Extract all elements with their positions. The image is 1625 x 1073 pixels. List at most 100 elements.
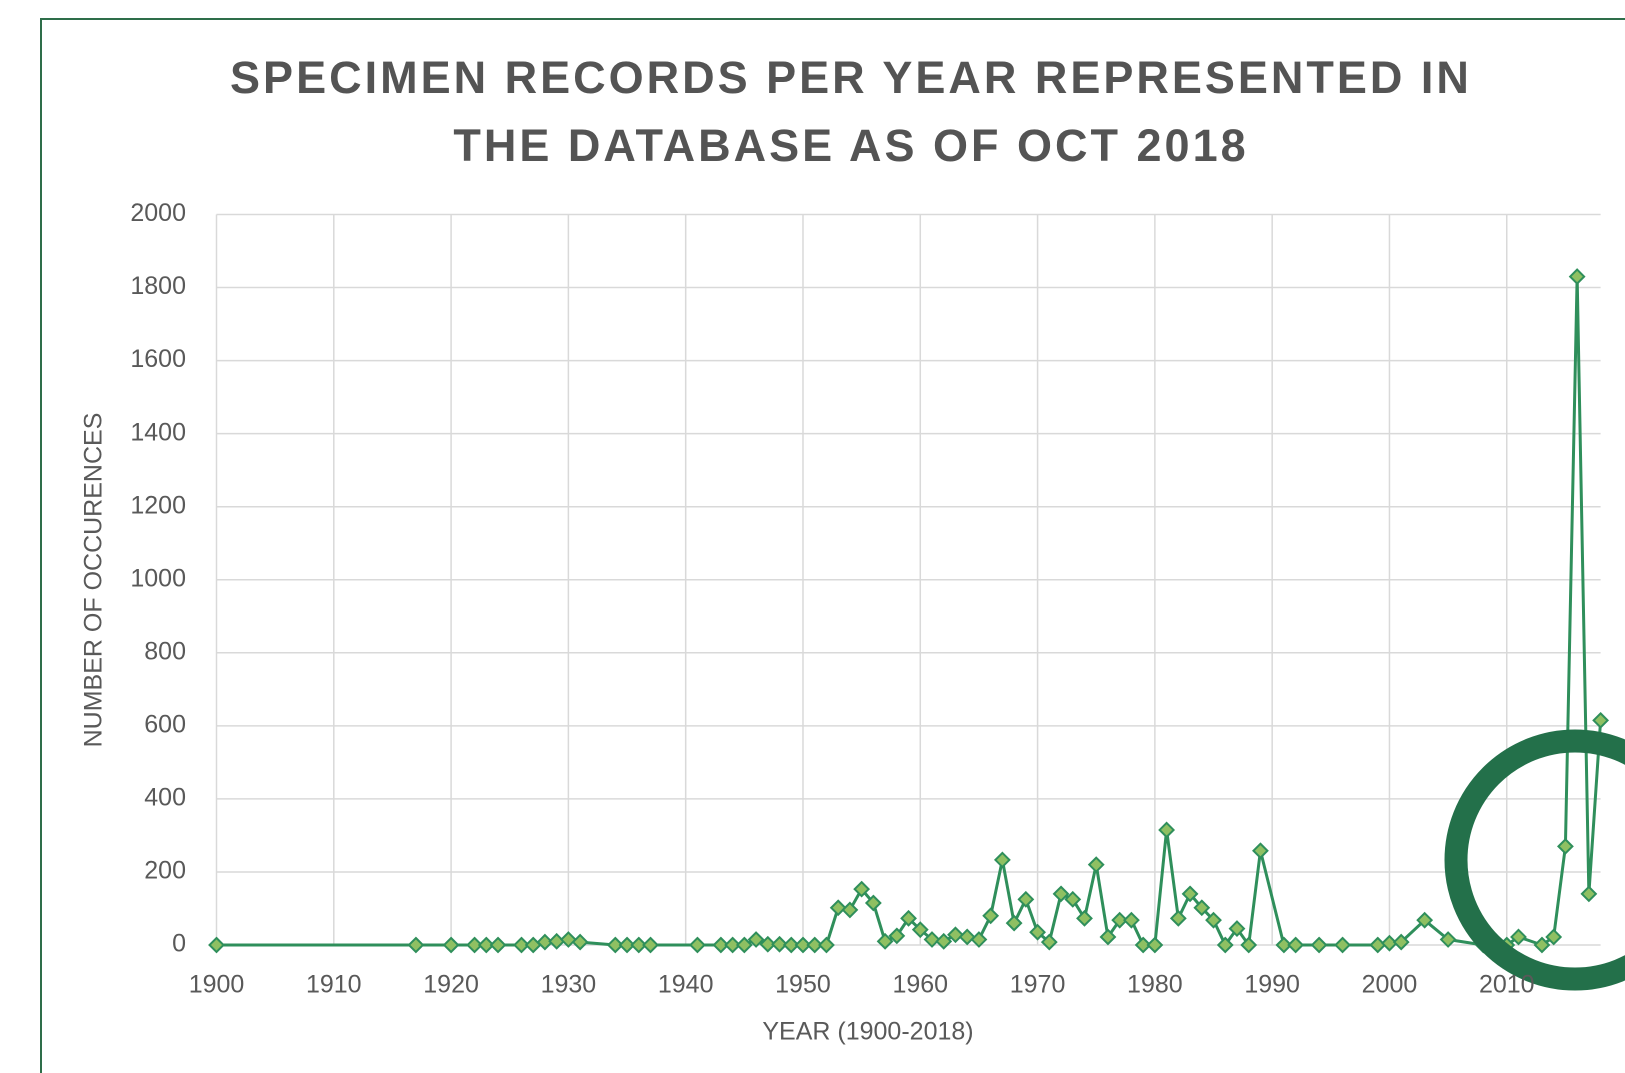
data-point xyxy=(935,932,953,950)
data-point xyxy=(864,894,882,912)
data-point xyxy=(630,936,648,954)
data-point xyxy=(759,935,777,953)
data-point xyxy=(1122,911,1140,929)
data-point xyxy=(489,936,507,954)
data-point xyxy=(1205,911,1222,929)
x-tick-label: 1990 xyxy=(1244,971,1300,999)
plot xyxy=(208,268,1610,954)
data-point xyxy=(1040,933,1058,951)
x-tick-label: 1970 xyxy=(1010,971,1066,999)
data-point xyxy=(1545,928,1563,946)
data-point xyxy=(1275,936,1293,954)
data-point xyxy=(407,936,425,954)
data-point xyxy=(1252,842,1269,860)
data-point xyxy=(771,935,788,953)
data-point xyxy=(1533,936,1551,954)
data-point xyxy=(1510,928,1527,946)
data-point xyxy=(1416,911,1434,929)
data-point xyxy=(536,933,554,951)
data-point xyxy=(1310,936,1328,954)
y-tick-label: 800 xyxy=(144,637,186,665)
data-point xyxy=(642,936,659,954)
data-point xyxy=(853,880,871,898)
data-point xyxy=(782,936,800,954)
data-point xyxy=(1228,920,1246,937)
data-point xyxy=(466,936,483,954)
data-point xyxy=(1592,711,1610,729)
x-tick-label: 1930 xyxy=(541,971,597,999)
y-tick-label: 200 xyxy=(144,857,186,885)
data-point xyxy=(982,907,1000,925)
data-point xyxy=(513,936,530,954)
data-point xyxy=(712,936,730,954)
data-point xyxy=(1580,885,1598,903)
data-point xyxy=(947,926,964,944)
x-tick-label: 1940 xyxy=(658,971,714,999)
x-tick-label: 1950 xyxy=(775,971,831,999)
x-axis-label: YEAR (1900-2018) xyxy=(762,1018,973,1046)
data-point xyxy=(1556,837,1574,855)
y-tick-label: 400 xyxy=(144,784,186,812)
data-point xyxy=(1439,931,1457,948)
data-point xyxy=(524,936,542,954)
data-point xyxy=(571,933,589,951)
data-point xyxy=(208,936,225,954)
x-tick-label: 1980 xyxy=(1127,971,1183,999)
y-tick-label: 2000 xyxy=(130,199,186,227)
grid xyxy=(215,213,1601,946)
y-tick-label: 1800 xyxy=(130,272,186,300)
x-tick-label: 1960 xyxy=(892,971,948,999)
data-point xyxy=(818,936,835,954)
data-point xyxy=(1005,914,1023,932)
data-point xyxy=(1181,885,1199,903)
y-tick-label: 1200 xyxy=(130,491,186,519)
data-point xyxy=(841,901,859,919)
data-point xyxy=(1076,909,1093,927)
data-point xyxy=(1052,885,1070,903)
data-point xyxy=(1392,933,1410,951)
y-tick-label: 1000 xyxy=(130,564,186,592)
y-axis-label: NUMBER OF OCCURENCES xyxy=(80,413,108,748)
y-tick-label: 1400 xyxy=(130,418,186,446)
data-point xyxy=(1193,899,1211,917)
data-point xyxy=(1134,936,1152,954)
highlight-circle xyxy=(1444,729,1625,991)
data-point xyxy=(1146,936,1164,954)
data-point xyxy=(1334,936,1351,954)
x-tick-label: 2000 xyxy=(1362,971,1418,999)
data-point xyxy=(794,936,812,954)
data-point xyxy=(1064,890,1082,908)
data-point xyxy=(618,936,636,954)
data-point xyxy=(442,936,460,954)
data-point xyxy=(970,931,988,948)
data-point xyxy=(1087,856,1105,874)
data-point xyxy=(876,932,894,950)
data-point xyxy=(1158,821,1176,839)
data-point xyxy=(1111,911,1129,929)
x-tick-label: 1920 xyxy=(423,971,479,999)
data-point xyxy=(1369,936,1387,954)
data-point xyxy=(747,931,765,948)
chart-border xyxy=(40,18,1625,1073)
y-tick-label: 0 xyxy=(172,930,186,958)
data-point xyxy=(1216,936,1234,954)
x-tick-label: 2010 xyxy=(1479,971,1535,999)
data-point xyxy=(993,851,1011,869)
data-point xyxy=(1287,936,1305,954)
data-point xyxy=(911,921,929,939)
data-point xyxy=(548,932,566,950)
data-point xyxy=(888,927,906,945)
data-point xyxy=(806,936,824,954)
data-point xyxy=(829,899,847,917)
data-point xyxy=(1169,909,1187,927)
chart-title: SPECIMEN RECORDS PER YEAR REPRESENTED IN… xyxy=(230,52,1472,171)
data-point xyxy=(689,936,706,954)
data-point xyxy=(900,909,917,927)
x-tick-label: 1910 xyxy=(306,971,362,999)
data-point xyxy=(606,936,624,954)
data-point xyxy=(559,931,577,948)
data-point xyxy=(1017,890,1035,908)
data-point xyxy=(923,931,941,948)
